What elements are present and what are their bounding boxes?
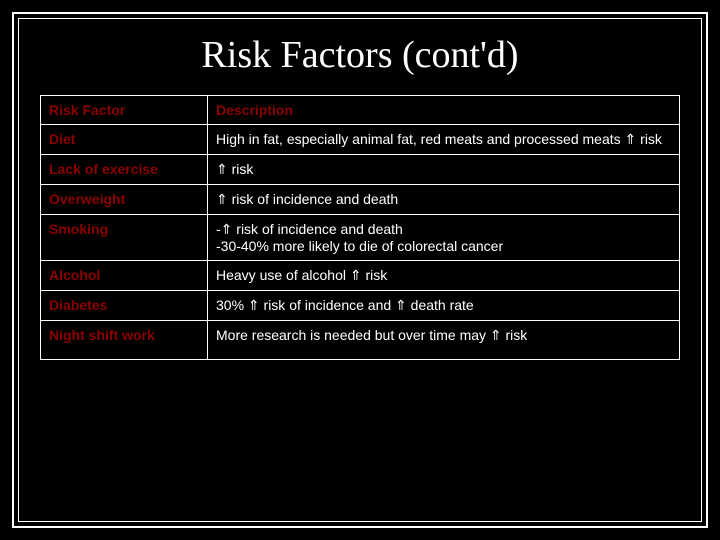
table-row: Smoking -⇑ risk of incidence and death-3… xyxy=(41,215,680,261)
table-row: Diet High in fat, especially animal fat,… xyxy=(41,125,680,155)
cell-factor: Overweight xyxy=(41,185,208,215)
cell-description: 30% ⇑ risk of incidence and ⇑ death rate xyxy=(208,291,680,321)
header-risk-factor: Risk Factor xyxy=(41,96,208,125)
slide-title: Risk Factors (cont'd) xyxy=(19,33,701,77)
table-header-row: Risk Factor Description xyxy=(41,96,680,125)
cell-factor: Smoking xyxy=(41,215,208,261)
table-row: Lack of exercise ⇑ risk xyxy=(41,155,680,185)
table-row: Alcohol Heavy use of alcohol ⇑ risk xyxy=(41,261,680,291)
cell-factor: Night shift work xyxy=(41,321,208,360)
table-row: Diabetes 30% ⇑ risk of incidence and ⇑ d… xyxy=(41,291,680,321)
outer-border: Risk Factors (cont'd) Risk Factor Descri… xyxy=(12,12,708,528)
cell-factor: Diet xyxy=(41,125,208,155)
cell-factor: Alcohol xyxy=(41,261,208,291)
cell-description: -⇑ risk of incidence and death-30-40% mo… xyxy=(208,215,680,261)
header-description: Description xyxy=(208,96,680,125)
table-row: Overweight ⇑ risk of incidence and death xyxy=(41,185,680,215)
cell-factor: Lack of exercise xyxy=(41,155,208,185)
cell-description: More research is needed but over time ma… xyxy=(208,321,680,360)
cell-description: ⇑ risk xyxy=(208,155,680,185)
slide: Risk Factors (cont'd) Risk Factor Descri… xyxy=(0,0,720,540)
cell-description: ⇑ risk of incidence and death xyxy=(208,185,680,215)
risk-factors-table: Risk Factor Description Diet High in fat… xyxy=(40,95,680,360)
cell-factor: Diabetes xyxy=(41,291,208,321)
inner-border: Risk Factors (cont'd) Risk Factor Descri… xyxy=(18,18,702,522)
cell-description: High in fat, especially animal fat, red … xyxy=(208,125,680,155)
table-row: Night shift work More research is needed… xyxy=(41,321,680,360)
cell-description: Heavy use of alcohol ⇑ risk xyxy=(208,261,680,291)
